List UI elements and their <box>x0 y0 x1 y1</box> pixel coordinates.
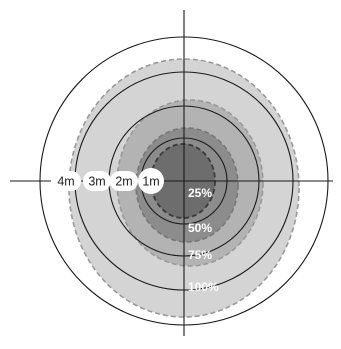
distance-label-3m-text: 3m <box>88 175 105 189</box>
distance-label-1m-text: 1m <box>142 175 159 189</box>
zone-50-label: 50% <box>188 221 212 235</box>
distance-label-4m: 4m <box>51 171 81 191</box>
distance-label-2m-text: 2m <box>115 175 132 189</box>
distance-label-2m: 2m <box>110 171 138 191</box>
distance-label-4m-text: 4m <box>57 175 74 189</box>
zone-25-label: 25% <box>188 186 212 200</box>
distance-label-3m: 3m <box>83 171 111 191</box>
zone-100-label: 100% <box>188 280 219 294</box>
distance-label-1m: 1m <box>138 168 164 194</box>
zone-75-label: 75% <box>188 248 212 262</box>
